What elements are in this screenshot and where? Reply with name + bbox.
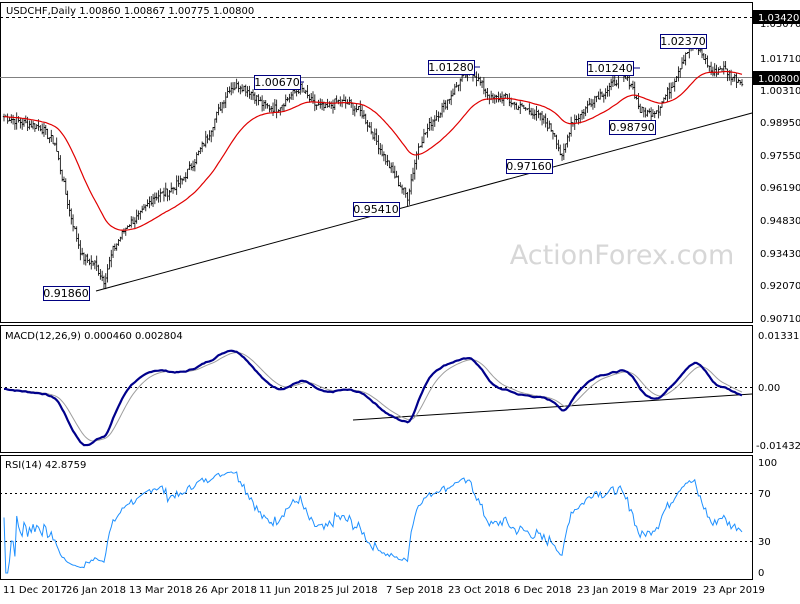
x-tick-label: 23 Oct 2018: [448, 585, 510, 596]
level-box-label: 1.03420: [758, 13, 799, 24]
annotation-0-91860: 0.91860: [43, 286, 90, 301]
annotation-label: 1.02370: [660, 35, 706, 48]
level-box-bg: [753, 71, 800, 85]
price-axis: 1.03070 1.01710 1.00310 0.98950 0.97550 …: [760, 19, 800, 325]
y-tick-label: 70: [758, 489, 771, 500]
y-tick-label: 0: [758, 568, 764, 579]
level-box-label: 1.00800: [758, 74, 799, 85]
annotation-label: 0.97160: [506, 160, 552, 173]
rsi-axis: 100 70 30 0: [758, 458, 777, 579]
rsi-panel: [0, 455, 753, 580]
y-tick-label: 0.013319: [758, 331, 800, 342]
macd-panel: [0, 325, 753, 453]
macd-panel-title: MACD(12,26,9) 0.000460 0.002804: [5, 331, 183, 342]
y-tick-label: -0.014323: [756, 441, 800, 452]
x-tick-label: 7 Sep 2018: [386, 585, 443, 596]
annotation-0-95410: 0.95410: [353, 202, 400, 217]
rsi-line: [3, 471, 743, 574]
y-tick-label: 0.98950: [760, 118, 800, 129]
rsi-panel-title: RSI(14) 42.8759: [5, 460, 86, 471]
y-tick-label: 1.03070: [760, 19, 800, 30]
annotation-1-01240: 1.01240: [587, 61, 640, 76]
y-tick-label: 1.01710: [760, 54, 800, 65]
annotation-0-97160: 0.97160: [506, 159, 553, 174]
x-tick-label: 25 Jul 2018: [321, 585, 378, 596]
y-tick-label: 100: [758, 458, 777, 469]
x-tick-label: 26 Apr 2018: [195, 585, 257, 596]
y-tick-label: 0.97550: [760, 151, 800, 162]
x-tick-label: 26 Jan 2018: [66, 585, 126, 596]
y-tick-label: 0.90710: [760, 314, 800, 325]
x-tick-label: 13 Mar 2018: [129, 585, 192, 596]
annotation-label: 0.91860: [43, 287, 89, 300]
annotation-1-00670: 1.00670: [254, 75, 304, 90]
annotation-0-98790: 0.98790: [609, 120, 656, 135]
annotation-label: 0.98790: [609, 121, 655, 134]
macd-axis: 0.013319 0.00 -0.014323: [756, 331, 800, 452]
macd-signal-line: [4, 352, 743, 442]
price-panel: [0, 2, 753, 323]
y-tick-label: 30: [758, 537, 771, 548]
annotation-1-02370: 1.02370: [660, 34, 707, 49]
annotation-label: 1.01280: [428, 61, 474, 74]
price-trendline: [95, 112, 753, 292]
x-tick-label: 6 Dec 2018: [514, 585, 572, 596]
price-panel-title: USDCHF,Daily 1.00860 1.00867 1.00775 1.0…: [6, 6, 254, 17]
y-tick-label: 0.92070: [760, 281, 800, 292]
y-tick-label: 0.00: [758, 383, 780, 394]
annotation-label: 1.00670: [254, 76, 300, 89]
moving-average-line: [4, 70, 743, 231]
price-bars: [2, 34, 744, 290]
y-tick-label: 0.93430: [760, 249, 800, 260]
level-box-resistance: 1.03420: [753, 10, 800, 24]
x-tick-label: 11 Jun 2018: [259, 585, 319, 596]
price-bar: [740, 79, 744, 87]
level-box-bg: [753, 10, 800, 24]
annotation-label: 1.01240: [587, 62, 633, 75]
macd-line: [4, 349, 743, 447]
x-tick-label: 8 Mar 2019: [640, 585, 697, 596]
y-tick-label: 0.96190: [760, 183, 800, 194]
annotation-1-01280: 1.01280: [428, 60, 480, 75]
x-tick-label: 23 Jan 2019: [577, 585, 637, 596]
annotation-label: 0.95410: [353, 203, 399, 216]
watermark: ActionForex.com: [510, 240, 735, 271]
y-tick-label: 1.00310: [760, 86, 800, 97]
macd-trendline: [352, 393, 753, 421]
x-tick-label: 11 Dec 2017: [3, 585, 67, 596]
date-axis: 11 Dec 2017 26 Jan 2018 13 Mar 2018 26 A…: [3, 585, 765, 596]
y-tick-label: 0.94830: [760, 216, 800, 227]
x-tick-label: 23 Apr 2019: [703, 585, 765, 596]
level-box-current: 1.00800: [753, 71, 800, 85]
